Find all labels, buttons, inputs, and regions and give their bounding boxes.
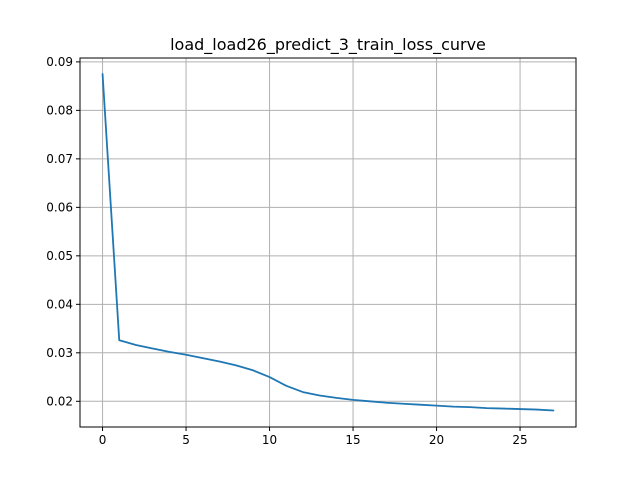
y-tick-label: 0.09 [46,55,73,69]
grid-lines [80,58,576,427]
y-tick-label: 0.07 [46,152,73,166]
x-tick-label: 25 [512,433,527,447]
y-tick-label: 0.05 [46,249,73,263]
y-tick-label: 0.04 [46,297,73,311]
plot-frame [79,57,577,428]
axis-ticks: 0 5 10 15 20 25 0.02 0.03 0.04 0.05 0.06 0.07 0.08 0.… [46,55,527,447]
x-tick-label: 10 [262,433,277,447]
x-tick-label: 15 [345,433,360,447]
y-tick-label: 0.08 [46,103,73,117]
x-tick-label: 20 [429,433,444,447]
chart-title: load_load26_predict_3_train_loss_curve [170,35,486,55]
x-tick-label: 5 [182,433,190,447]
x-tick-label: 0 [99,433,107,447]
y-tick-label: 0.06 [46,200,73,214]
train-loss-line [101,73,555,412]
plot-series [101,73,555,412]
y-tick-label: 0.02 [46,394,73,408]
y-tick-label: 0.03 [46,346,73,360]
